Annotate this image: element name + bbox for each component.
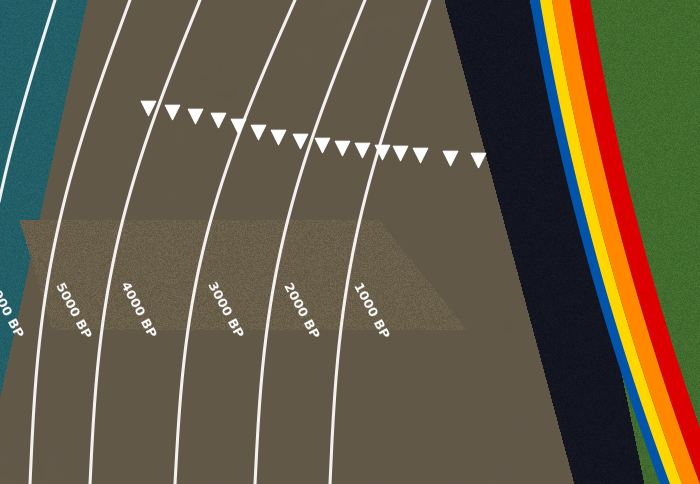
Text: 2000 BP: 2000 BP xyxy=(280,280,320,340)
Point xyxy=(356,146,368,154)
Point xyxy=(295,137,306,145)
Polygon shape xyxy=(552,0,700,484)
Point xyxy=(316,141,328,149)
Polygon shape xyxy=(540,0,682,484)
Point xyxy=(190,112,201,120)
Point xyxy=(142,104,153,112)
Point xyxy=(394,149,405,157)
Point xyxy=(414,151,426,159)
Text: 4000 BP: 4000 BP xyxy=(118,280,158,340)
Text: 1000 BP: 1000 BP xyxy=(350,280,390,340)
Point xyxy=(377,148,388,156)
Point xyxy=(212,116,223,124)
Point xyxy=(253,128,264,136)
Point xyxy=(272,133,284,141)
Point xyxy=(232,122,244,130)
Polygon shape xyxy=(570,0,700,484)
Text: 6000 BP: 6000 BP xyxy=(0,280,25,340)
Polygon shape xyxy=(530,0,670,484)
Text: 5000 BP: 5000 BP xyxy=(52,280,92,340)
Point xyxy=(337,144,348,152)
Text: 3000 BP: 3000 BP xyxy=(205,280,245,340)
Point xyxy=(444,154,456,162)
Point xyxy=(473,156,484,164)
Point xyxy=(167,108,178,116)
